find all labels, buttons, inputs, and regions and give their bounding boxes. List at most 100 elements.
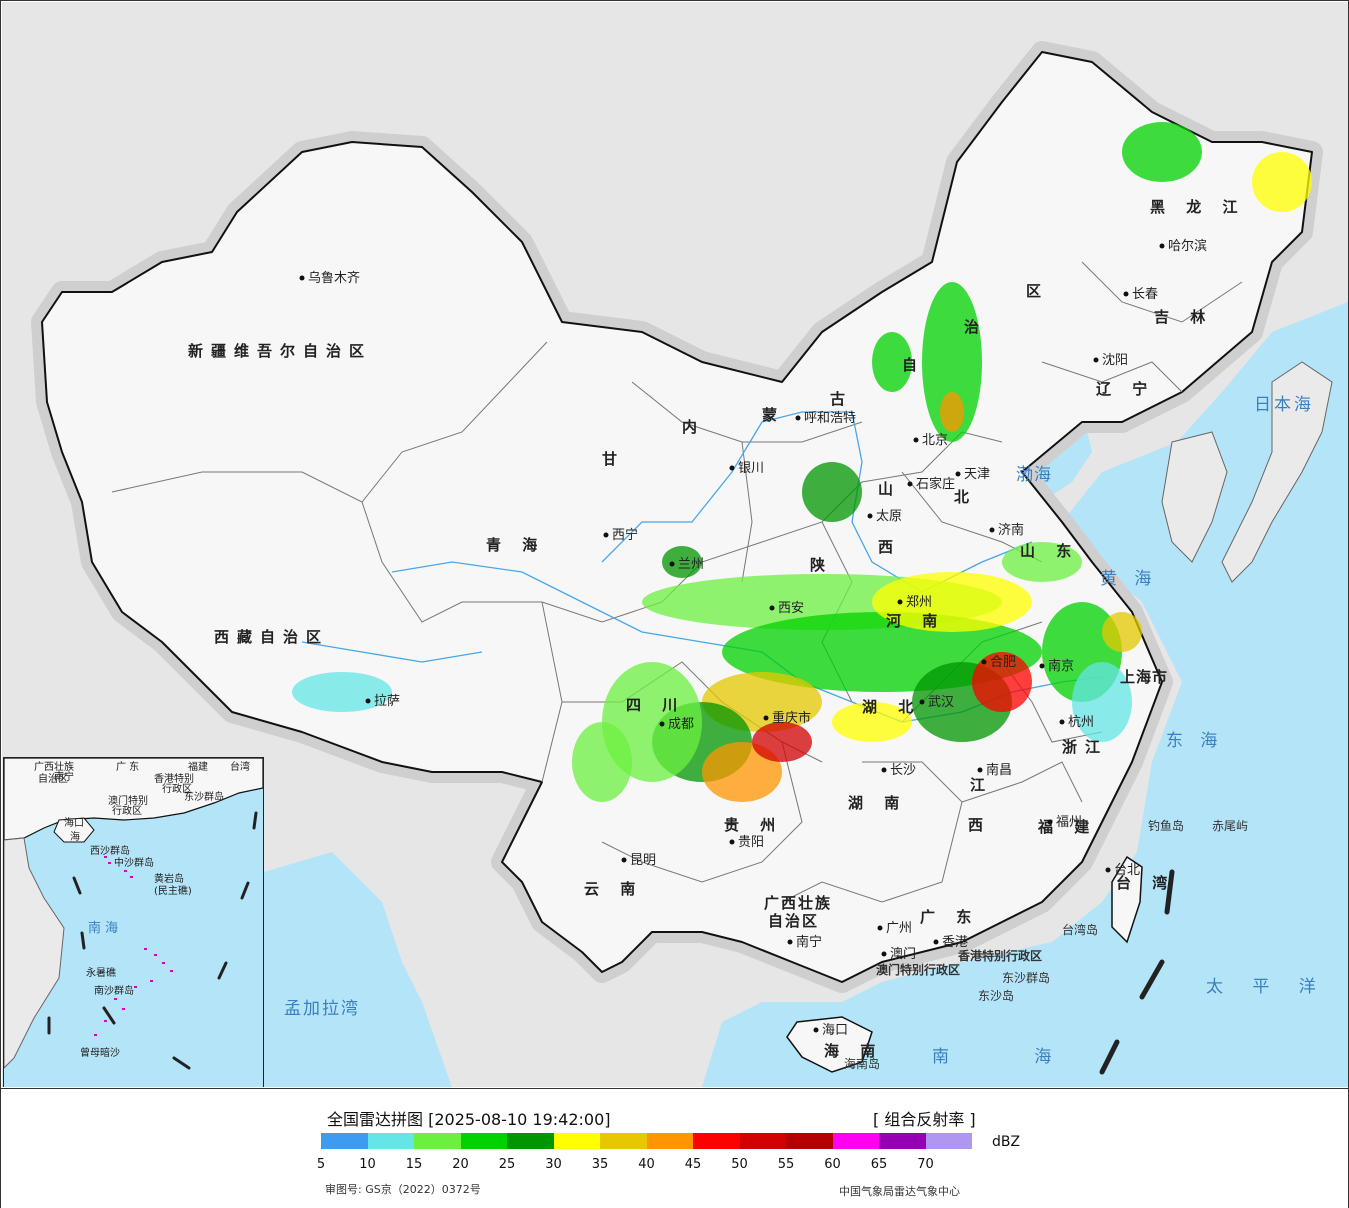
tick-label: 10: [359, 1157, 376, 1172]
city-name-xining: 西宁: [612, 527, 638, 543]
label-xinjiang: 新疆维吾尔自治区: [188, 342, 372, 360]
radar-echo: [1002, 542, 1082, 582]
city-dot-icon: [1039, 663, 1045, 669]
city-name-hangzhou: 杭州: [1068, 715, 1094, 730]
label-shandong: 山 东: [1020, 542, 1079, 560]
city-name-xian: 西安: [778, 601, 804, 616]
inset-label-guangdong: 广 东: [116, 760, 139, 773]
label-mengjialawan: 孟加拉湾: [284, 999, 360, 1019]
color-swatch: [786, 1133, 833, 1149]
label-xizang: 西藏自治区: [214, 628, 329, 646]
radar-echo: [940, 392, 964, 432]
label-henan: 河 南: [886, 612, 945, 630]
city-chongqing: 重庆市: [763, 710, 811, 726]
color-swatch: [414, 1133, 461, 1149]
bay-of-bengal-area: [264, 852, 452, 1087]
korea-japan-land: [1161, 361, 1333, 583]
city-harbin: 哈尔滨: [1159, 238, 1207, 254]
tick-label: 60: [824, 1157, 841, 1172]
label-ribenhai: 日本海: [1254, 395, 1314, 415]
city-nanchang: 南昌: [977, 762, 1012, 778]
tick-label: 40: [638, 1157, 655, 1172]
inset-hainan: [53, 817, 95, 843]
city-dot-icon: [787, 939, 793, 945]
city-name-chengdu: 成都: [668, 717, 694, 732]
tick-label: 20: [452, 1157, 469, 1172]
city-guiyang: 贵阳: [729, 835, 764, 850]
city-xining: 西宁: [603, 527, 638, 543]
label-hunan: 湖 南: [848, 794, 907, 812]
city-dot-icon: [977, 767, 983, 773]
label-shanxi-2: 西: [878, 538, 901, 556]
label-neimenggu-6: 区: [1026, 282, 1049, 300]
city-dot-icon: [881, 951, 887, 957]
color-swatch: [460, 1133, 507, 1149]
color-swatch: [879, 1133, 926, 1149]
city-name-hongkong: 香港: [942, 935, 968, 950]
city-hongkong: 香港: [933, 935, 968, 950]
color-swatch: [925, 1133, 972, 1149]
city-dot-icon: [621, 857, 627, 863]
city-lhasa: 拉萨: [365, 694, 400, 709]
reef-mark: [124, 870, 127, 872]
reef-mark: [108, 862, 111, 864]
label-jilin: 吉 林: [1154, 308, 1213, 326]
reef-mark: [150, 980, 153, 982]
city-xian: 西安: [769, 601, 804, 616]
label-dongsha: 东沙群岛: [1002, 970, 1050, 985]
city-name-shenyang: 沈阳: [1102, 353, 1128, 368]
sea-labels: 渤海 黄 海 东 海 南 海 日本海 太 平 洋 孟加拉湾: [284, 395, 1316, 1067]
city-name-tianjin: 天津: [964, 467, 990, 482]
label-hebei: 北: [954, 488, 977, 506]
inset-label-guangxi2: 自治区: [38, 772, 68, 785]
island-labels: 钓鱼岛 赤尾屿 台湾岛 海南岛 东沙群岛 东沙岛 香港特别行政区 澳门特别行政区: [844, 818, 1248, 1071]
city-dot-icon: [1159, 243, 1165, 249]
city-dot-icon: [907, 481, 913, 487]
city-name-jinan: 济南: [998, 522, 1024, 538]
color-swatch: [739, 1133, 786, 1149]
city-dot-icon: [881, 767, 887, 773]
city-taipei: 台北: [1105, 863, 1140, 878]
inset-label-hk2: 行政区: [162, 782, 192, 795]
maritime-boundary-dashes: [1099, 869, 1175, 1075]
tick-label: 30: [545, 1157, 562, 1172]
tick-label: 50: [731, 1157, 748, 1172]
label-huanghai: 黄 海: [1100, 569, 1157, 589]
city-name-wuhan: 武汉: [928, 695, 954, 710]
tick-label: 70: [917, 1157, 934, 1172]
city-fuzhou: 福州: [1047, 815, 1082, 830]
radar-echo: [1252, 152, 1312, 212]
inset-label-yongshu: 永暑礁: [86, 966, 116, 979]
city-name-urumqi: 乌鲁木齐: [308, 270, 360, 286]
reef-mark: [94, 1034, 97, 1036]
label-heilongjiang: 黑 龙 江: [1150, 198, 1245, 216]
radar-echo: [972, 652, 1032, 712]
radar-echo: [832, 702, 912, 742]
reef-mark: [130, 876, 133, 878]
city-macau: 澳门: [881, 946, 916, 962]
city-name-macau: 澳门: [890, 946, 916, 962]
radar-echo: [922, 282, 982, 442]
city-hangzhou: 杭州: [1059, 715, 1094, 730]
label-guangxi-2: 自治区: [768, 912, 819, 930]
approval-number: 审图号: GS京（2022）0372号: [325, 1183, 481, 1196]
color-scale-bar: [321, 1133, 972, 1149]
unit-label: dBZ: [992, 1134, 1021, 1150]
city-name-changsha: 长沙: [890, 763, 916, 778]
reef-mark: [144, 948, 147, 950]
radar-echo: [1072, 662, 1132, 742]
city-hefei: 合肥: [981, 655, 1016, 670]
city-dot-icon: [981, 659, 987, 665]
city-taiyuan: 太原: [867, 509, 902, 524]
city-dot-icon: [1047, 819, 1053, 825]
reef-mark: [122, 1008, 125, 1010]
label-diaoyu: 钓鱼岛: [1148, 818, 1184, 833]
city-urumqi: 乌鲁木齐: [299, 270, 360, 286]
china-outline: [41, 51, 1313, 983]
label-zhejiang: 浙江: [1062, 738, 1108, 756]
inset-label-zengmu: 曾母暗沙: [80, 1046, 120, 1059]
label-gansu: 甘: [602, 450, 625, 468]
radar-echo: [1102, 612, 1142, 652]
